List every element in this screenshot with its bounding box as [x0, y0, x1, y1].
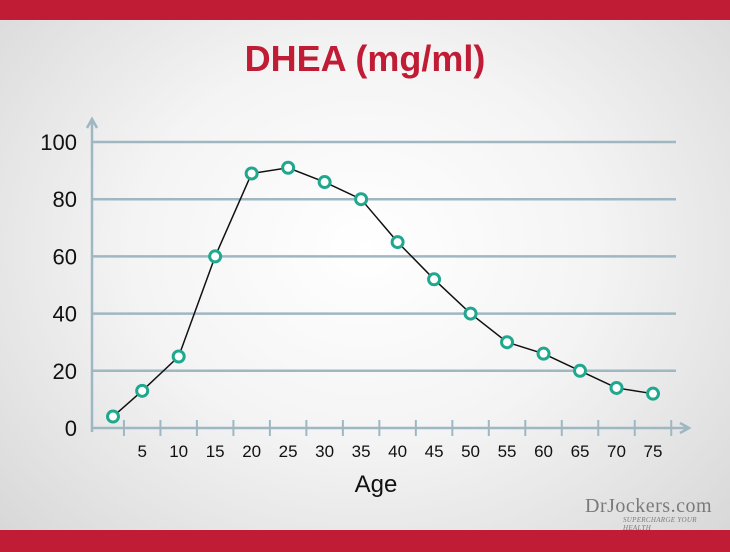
y-tick-label: 0	[65, 416, 77, 441]
data-point	[536, 346, 551, 361]
y-axis-arrow	[85, 116, 99, 129]
data-point	[354, 192, 369, 207]
data-points	[106, 160, 660, 424]
data-point	[281, 160, 296, 175]
data-point	[609, 380, 624, 395]
y-tick-label: 60	[53, 244, 77, 269]
data-point	[390, 235, 405, 250]
y-tick-label: 20	[53, 359, 77, 384]
brand-tagline: SUPERCHARGE YOUR HEALTH	[623, 516, 697, 532]
bottom-banner	[0, 530, 730, 552]
chart-title: DHEA (mg/ml)	[244, 38, 486, 79]
x-tick-label: 55	[498, 442, 517, 461]
series-line	[112, 166, 654, 418]
data-point	[135, 383, 150, 398]
x-tick-label: 60	[534, 442, 553, 461]
data-point	[573, 363, 588, 378]
data-point	[208, 249, 223, 264]
top-banner	[0, 0, 730, 20]
data-point	[317, 175, 332, 190]
data-point	[463, 306, 478, 321]
x-tick-label: 65	[571, 442, 590, 461]
y-tick-label: 40	[53, 302, 77, 327]
x-tick-label: 75	[644, 442, 663, 461]
data-point	[106, 409, 120, 424]
x-tick-labels: 5 10 15 20 25 30 35 40 45 50 55 60 65 70 75	[137, 442, 662, 461]
x-tick-label: 25	[279, 442, 298, 461]
x-tick-label: 70	[607, 442, 626, 461]
x-tick-label: 45	[425, 442, 444, 461]
data-point	[171, 349, 186, 364]
x-tick-label: 20	[242, 442, 261, 461]
brand-logo: DrJockers.com SUPERCHARGE YOUR HEALTH	[585, 496, 725, 532]
y-tick-label: 80	[53, 187, 77, 212]
y-tick-label: 100	[40, 130, 77, 155]
x-tick-label: 10	[169, 442, 188, 461]
data-point	[646, 386, 660, 401]
x-tick-label: 15	[206, 442, 225, 461]
axes	[85, 116, 692, 436]
x-tick-label: 30	[315, 442, 334, 461]
x-axis-label: Age	[355, 471, 398, 498]
x-tick-label: 50	[461, 442, 480, 461]
x-axis-arrow	[679, 421, 692, 435]
data-point	[244, 166, 259, 181]
y-tick-labels: 0 20 40 60 80 100	[40, 130, 77, 441]
grid-lines	[92, 140, 676, 373]
data-point	[427, 272, 442, 287]
series-line-0	[112, 166, 654, 418]
x-tick-label: 5	[137, 442, 146, 461]
brand-name: DrJockers.com	[585, 495, 713, 517]
data-point	[500, 335, 515, 350]
x-tick-label: 35	[352, 442, 371, 461]
x-tick-label: 40	[388, 442, 407, 461]
